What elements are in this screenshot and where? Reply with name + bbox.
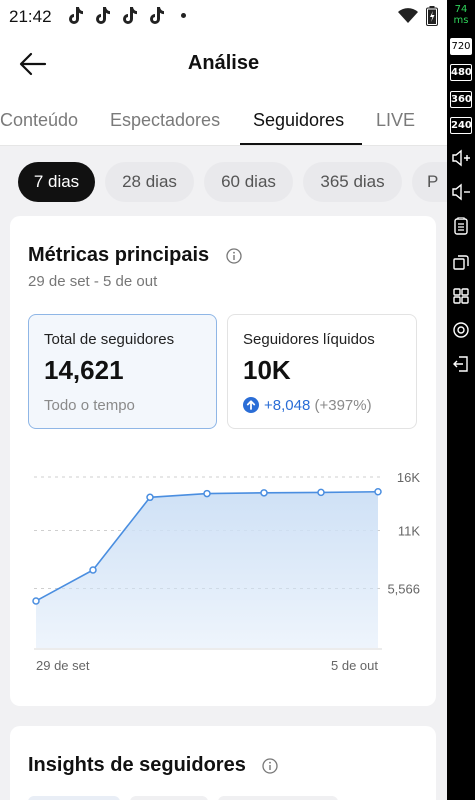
period-selector: 7 dias 28 dias 60 dias 365 dias P — [0, 160, 447, 204]
tab-bar: Conteúdo Espectadores Seguidores LIVE — [0, 98, 447, 146]
app-switch-icon[interactable] — [451, 286, 471, 306]
data-point — [260, 489, 268, 497]
page-title: Análise — [187, 52, 260, 74]
data-point — [317, 488, 325, 497]
debug-side-rail: 74 ms 720 480 360 240 — [447, 0, 475, 800]
app-screen: 21:42 Análise Conteúdo Espectadores Segu… — [0, 0, 447, 800]
y-tick-label: 16K — [397, 470, 420, 485]
y-tick-label: 11K — [398, 523, 420, 538]
rotate-icon[interactable] — [451, 252, 471, 272]
clock: 21:42 — [9, 7, 52, 26]
data-point — [374, 487, 382, 496]
battery-icon — [426, 6, 438, 26]
tab-viewers[interactable]: Espectadores — [110, 110, 221, 130]
period-chip-60-days[interactable]: 60 dias — [204, 162, 293, 202]
volume-down-icon[interactable] — [451, 182, 471, 202]
total-followers-label: Total de seguidores — [44, 331, 175, 348]
status-bar: 21:42 — [0, 0, 447, 34]
total-followers-period: Todo o tempo — [44, 397, 135, 414]
page-header: Análise — [0, 40, 447, 90]
resolution-360-button[interactable]: 360 — [450, 91, 472, 108]
top-bar: 21:42 Análise Conteúdo Espectadores Segu… — [0, 0, 447, 146]
x-tick-label: 5 de out — [331, 658, 378, 673]
y-tick-label: 5,566 — [387, 582, 420, 597]
wifi-icon — [398, 8, 418, 23]
resolution-240-button[interactable]: 240 — [450, 117, 472, 134]
back-icon[interactable] — [451, 354, 471, 374]
data-point — [203, 489, 211, 498]
data-point — [146, 493, 154, 502]
tab-followers[interactable]: Seguidores — [253, 110, 345, 130]
area-fill — [36, 491, 378, 648]
insight-tab[interactable] — [28, 796, 120, 800]
x-tick-label: 29 de set — [36, 658, 90, 673]
net-followers-label: Seguidores líquidos — [243, 331, 375, 348]
active-tab-indicator — [240, 143, 362, 145]
tab-live[interactable]: LIVE — [376, 110, 416, 130]
back-arrow-icon[interactable] — [18, 51, 48, 77]
date-range: 29 de set - 5 de out — [28, 273, 158, 290]
follower-insights-title: Insights de seguidores — [28, 754, 246, 776]
period-chip-365-days[interactable]: 365 dias — [303, 162, 402, 202]
latency-value: 74 — [454, 4, 468, 15]
followers-chart: 16K 11K 5,566 29 de set 5 de out — [32, 470, 420, 673]
net-followers-change: +8,048 (+397%) — [264, 397, 372, 414]
net-followers-metric[interactable]: Seguidores líquidos 10K +8,048 (+397%) — [227, 314, 417, 429]
home-icon[interactable] — [451, 320, 471, 340]
resolution-720-button[interactable]: 720 — [450, 38, 472, 55]
tiktok-notification-icon — [150, 7, 164, 24]
tiktok-notification-icon — [123, 7, 137, 24]
tiktok-notification-icon — [69, 7, 83, 24]
volume-up-icon[interactable] — [451, 148, 471, 168]
more-notifications-dot-icon — [181, 13, 186, 18]
tab-content[interactable]: Conteúdo — [0, 110, 79, 130]
resolution-480-button[interactable]: 480 — [450, 64, 472, 81]
latency-readout: 74 ms — [447, 4, 475, 26]
net-followers-value: 10K — [243, 355, 291, 385]
follower-insights-card: Insights de seguidores — [10, 726, 436, 800]
info-icon[interactable] — [226, 248, 242, 264]
insight-tab[interactable] — [218, 796, 338, 800]
data-point — [32, 597, 40, 605]
tiktok-notification-icon — [96, 7, 110, 24]
net-followers-change-percent: (+397%) — [314, 397, 372, 414]
key-metrics-card: Métricas principais 29 de set - 5 de out… — [10, 216, 436, 706]
period-chip-28-days[interactable]: 28 dias — [105, 162, 194, 202]
arrow-up-circle-icon — [243, 397, 259, 413]
total-followers-value: 14,621 — [44, 355, 124, 385]
net-followers-change-value: +8,048 — [264, 397, 311, 414]
period-chip-7-days[interactable]: 7 dias — [18, 162, 95, 202]
clipboard-icon[interactable] — [451, 216, 471, 236]
latency-unit: ms — [453, 15, 469, 26]
data-point — [89, 566, 97, 574]
period-chip-custom[interactable]: P — [412, 162, 447, 202]
info-icon[interactable] — [262, 758, 278, 774]
insight-tab[interactable] — [130, 796, 208, 800]
total-followers-metric[interactable]: Total de seguidores 14,621 Todo o tempo — [28, 314, 217, 429]
key-metrics-title: Métricas principais — [28, 244, 210, 266]
